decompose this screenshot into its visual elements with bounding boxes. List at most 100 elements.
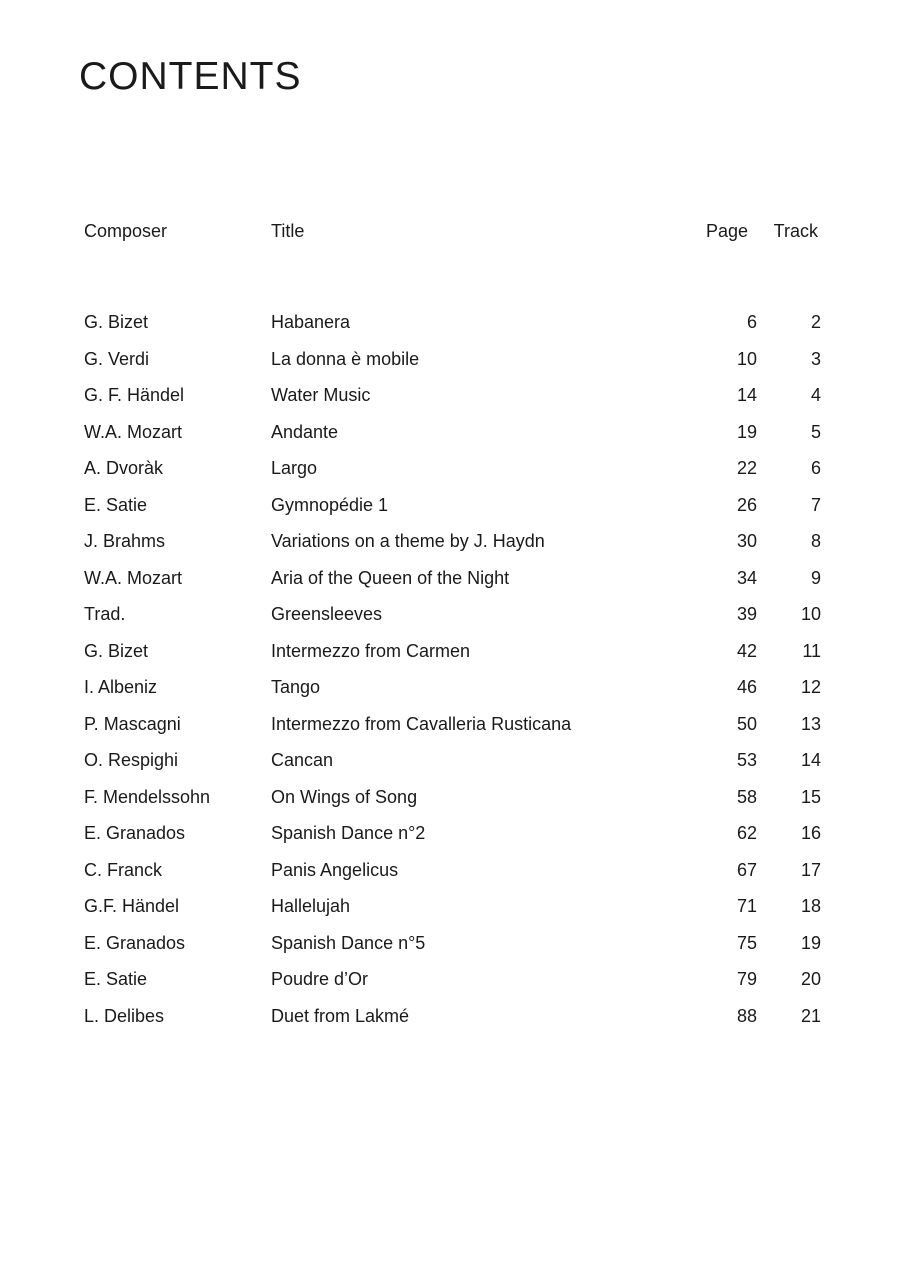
cell-composer: G.F. Händel — [84, 896, 180, 916]
cell-page: 10 — [736, 348, 757, 369]
cell-page: 22 — [736, 458, 757, 478]
cell-title: Duet from Lakmé — [271, 1005, 410, 1026]
cell-composer: F. Mendelssohn — [84, 786, 211, 807]
cell-track: 15 — [800, 786, 821, 807]
cell-page: 75 — [736, 932, 757, 953]
cell-page: 53 — [736, 750, 757, 770]
cell-title: Panis Angelicus — [271, 859, 399, 880]
cell-composer: E. Satie — [84, 969, 148, 989]
cell-title: Variations on a theme by J. Haydn — [271, 531, 545, 551]
cell-composer: E. Satie — [84, 494, 148, 515]
cell-composer: J. Brahms — [84, 531, 166, 551]
cell-title: Intermezzo from Cavalleria Rusticana — [271, 713, 572, 734]
cell-composer: E. Granados — [84, 932, 186, 953]
table-row: I. Albeniz Tango 46 12 — [0, 675, 905, 699]
cell-title: Tango — [271, 677, 321, 697]
table-row: G. Verdi La donna è mobile 10 3 — [0, 347, 905, 371]
cell-track: 14 — [800, 750, 821, 770]
cell-track: 2 — [810, 312, 821, 332]
cell-page: 39 — [736, 604, 757, 624]
cell-title: Water Music — [271, 385, 371, 405]
table-row: L. Delibes Duet from Lakmé 88 21 — [0, 1004, 905, 1028]
cell-composer: A. Dvoràk — [84, 458, 164, 478]
cell-track: 12 — [800, 677, 821, 697]
header-track: Track — [773, 221, 818, 241]
cell-page: 19 — [736, 421, 757, 442]
cell-track: 5 — [810, 421, 821, 442]
cell-composer: P. Mascagni — [84, 713, 181, 734]
cell-title: Spanish Dance n°5 — [271, 932, 426, 953]
table-row: A. Dvoràk Largo 22 6 — [0, 456, 905, 480]
cell-track: 18 — [800, 896, 821, 916]
cell-composer: L. Delibes — [84, 1005, 165, 1026]
cell-track: 11 — [802, 640, 821, 661]
cell-composer: E. Granados — [84, 823, 186, 843]
cell-track: 19 — [800, 932, 821, 953]
table-row: F. Mendelssohn On Wings of Song 58 15 — [0, 785, 905, 809]
cell-page: 30 — [736, 531, 757, 551]
cell-title: Intermezzo from Carmen — [271, 640, 471, 661]
cell-title: Greensleeves — [271, 604, 383, 624]
cell-title: Poudre d’Or — [271, 969, 369, 989]
cell-track: 3 — [810, 348, 821, 369]
cell-page: 46 — [736, 677, 757, 697]
cell-composer: W.A. Mozart — [84, 567, 183, 588]
cell-title: Cancan — [271, 750, 334, 770]
cell-track: 20 — [800, 969, 821, 989]
table-row: O. Respighi Cancan 53 14 — [0, 748, 905, 772]
header-composer: Composer — [84, 221, 168, 241]
cell-composer: G. Bizet — [84, 312, 149, 332]
cell-track: 6 — [810, 458, 821, 478]
cell-page: 26 — [736, 494, 757, 515]
table-row: P. Mascagni Intermezzo from Cavalleria Ru… — [0, 712, 905, 736]
cell-page: 14 — [736, 385, 757, 405]
cell-title: On Wings of Song — [271, 786, 418, 807]
table-row: G. Bizet Intermezzo from Carmen 42 11 — [0, 639, 905, 663]
cell-page: 67 — [736, 859, 757, 880]
cell-track: 13 — [800, 713, 821, 734]
cell-track: 17 — [800, 859, 821, 880]
cell-page: 79 — [736, 969, 757, 989]
cell-track: 10 — [800, 604, 821, 624]
cell-title: Hallelujah — [271, 896, 351, 916]
table-row: E. Granados Spanish Dance n°5 75 19 — [0, 931, 905, 955]
cell-composer: W.A. Mozart — [84, 421, 183, 442]
cell-composer: I. Albeniz — [84, 677, 158, 697]
table-row: E. Satie Poudre d’Or 79 20 — [0, 967, 905, 991]
cell-title: Aria of the Queen of the Night — [271, 567, 510, 588]
cell-title: Habanera — [271, 312, 351, 332]
cell-page: 42 — [736, 640, 757, 661]
header-title: Title — [271, 221, 305, 241]
cell-page: 88 — [736, 1005, 757, 1026]
cell-composer: G. Bizet — [84, 640, 149, 661]
cell-title: Gymnopédie 1 — [271, 494, 389, 515]
table-row: W.A. Mozart Andante 19 5 — [0, 420, 905, 444]
cell-track: 9 — [810, 567, 821, 588]
table-row: C. Franck Panis Angelicus 67 17 — [0, 858, 905, 882]
cell-page: 50 — [736, 713, 757, 734]
cell-page: 34 — [736, 567, 757, 588]
cell-track: 8 — [810, 531, 821, 551]
cell-track: 21 — [800, 1005, 821, 1026]
cell-composer: O. Respighi — [84, 750, 179, 770]
cell-page: 62 — [736, 823, 757, 843]
table-row: E. Satie Gymnopédie 1 26 7 — [0, 493, 905, 517]
cell-page: 58 — [736, 786, 757, 807]
table-row: W.A. Mozart Aria of the Queen of the Nigh… — [0, 566, 905, 590]
cell-title: Largo — [271, 458, 318, 478]
cell-composer: G. F. Händel — [84, 385, 185, 405]
header-page: Page — [705, 221, 748, 241]
table-row: J. Brahms Variations on a theme by J. Hay… — [0, 529, 905, 553]
cell-page: 71 — [736, 896, 757, 916]
cell-title: La donna è mobile — [271, 348, 420, 369]
table-header: Composer Title Page Track — [0, 219, 905, 243]
cell-track: 7 — [810, 494, 821, 515]
cell-composer: C. Franck — [84, 859, 163, 880]
cell-page: 6 — [746, 312, 757, 332]
cell-track: 4 — [810, 385, 821, 405]
table-row: Trad. Greensleeves 39 10 — [0, 602, 905, 626]
cell-title: Andante — [271, 421, 339, 442]
cell-composer: Trad. — [84, 604, 126, 624]
cell-track: 16 — [800, 823, 821, 843]
cell-title: Spanish Dance n°2 — [271, 823, 426, 843]
